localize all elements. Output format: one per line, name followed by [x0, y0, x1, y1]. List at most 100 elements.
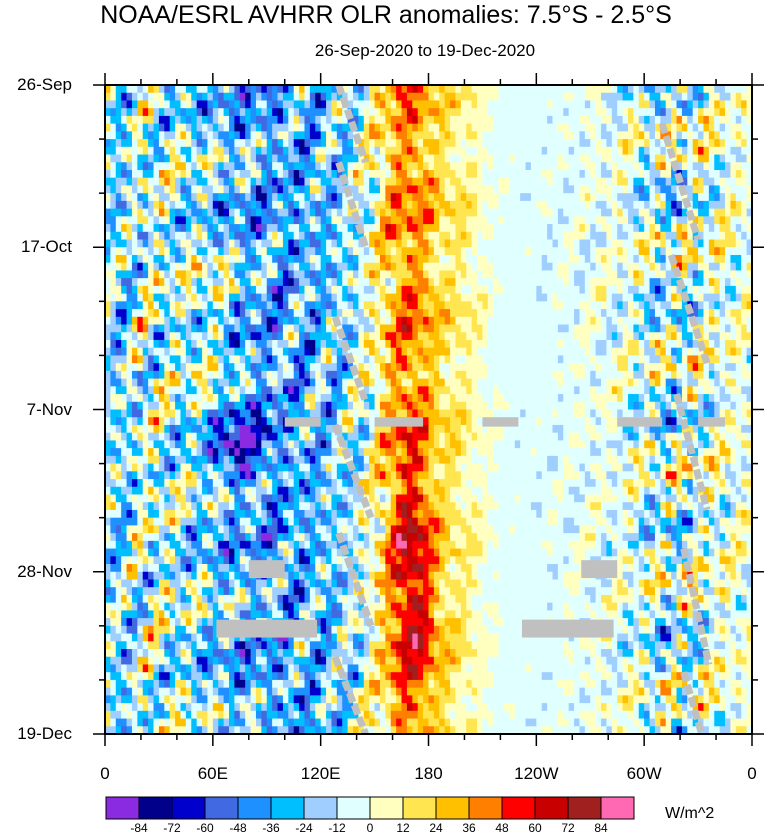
heat-cell [412, 92, 419, 102]
heat-cell [379, 309, 386, 318]
heat-cell [250, 247, 257, 256]
heat-cell [406, 339, 413, 349]
heat-cell [164, 285, 171, 295]
heat-cell [401, 301, 408, 310]
heat-cell [196, 417, 203, 426]
heat-cell [309, 710, 316, 720]
heat-cell [331, 154, 338, 163]
heat-cell [250, 216, 257, 225]
heat-cell [288, 401, 295, 411]
heat-cell [212, 169, 219, 179]
heat-cell [142, 262, 149, 272]
heat-cell [115, 610, 122, 619]
heat-cell [401, 509, 408, 519]
heat-cell [229, 533, 235, 542]
heat-cell [309, 247, 316, 256]
heat-cell [115, 301, 122, 310]
heat-cell [185, 309, 192, 318]
heat-cell [272, 610, 279, 619]
heat-cell [396, 525, 403, 534]
heat-cell [320, 479, 327, 488]
heat-cell [255, 100, 262, 109]
heat-cell [379, 262, 386, 272]
heat-cell [299, 293, 306, 302]
heat-cell [131, 525, 138, 534]
heat-cell [299, 285, 306, 295]
heat-cell [272, 517, 279, 526]
heat-cell [401, 401, 408, 411]
heat-cell [175, 602, 182, 611]
heat-cell [142, 656, 149, 666]
heat-cell [272, 162, 279, 171]
heat-cell [396, 571, 403, 581]
heat-cell [326, 193, 333, 202]
heat-cell [169, 254, 176, 264]
heat-cell [158, 301, 165, 310]
heat-cell [148, 540, 155, 550]
heat-cell [406, 123, 413, 132]
heat-cell [191, 679, 198, 689]
heat-cell [202, 625, 209, 635]
heat-cell [153, 533, 160, 542]
heat-cell [169, 324, 176, 333]
heat-cell [110, 548, 117, 557]
heat-cell [131, 625, 138, 635]
heat-cell [320, 200, 327, 210]
heat-cell [417, 409, 424, 418]
heat-cell [282, 115, 289, 125]
heat-cell [229, 193, 235, 202]
heat-cell [229, 386, 235, 395]
heat-cell [202, 108, 209, 117]
heat-cell [374, 278, 381, 287]
heat-cell [110, 594, 117, 604]
heat-cell [396, 424, 403, 434]
heat-cell [180, 239, 187, 248]
heat-cell [169, 193, 176, 202]
heat-cell [320, 502, 327, 511]
heat-cell [191, 332, 198, 341]
heat-cell [105, 169, 111, 179]
heat-cell [288, 394, 295, 403]
heat-cell [282, 139, 289, 148]
heat-cell [423, 347, 430, 357]
heat-cell [245, 85, 252, 94]
heat-cell [175, 432, 182, 442]
heat-cell [423, 154, 430, 163]
heat-cell [234, 463, 241, 472]
heat-cell [239, 656, 246, 666]
heat-cell [218, 440, 225, 449]
heat-cell [288, 517, 295, 526]
heat-cell [223, 355, 230, 364]
heat-cell [207, 718, 214, 727]
heat-cell [110, 424, 117, 434]
heat-cell [218, 339, 225, 349]
heat-cell [218, 247, 225, 256]
heat-cell [218, 108, 225, 117]
heat-cell [180, 517, 187, 526]
heat-cell [396, 486, 403, 496]
heat-cell [282, 146, 289, 156]
heat-cell [202, 656, 209, 666]
heat-cell [137, 695, 144, 704]
heat-cell [293, 154, 300, 163]
heat-cell [239, 533, 246, 542]
heat-cell [347, 339, 354, 349]
heat-cell [374, 154, 381, 163]
heat-cell [164, 726, 171, 735]
heat-cell [229, 471, 235, 480]
heat-cell [223, 154, 230, 163]
heat-cell [379, 687, 386, 696]
heat-cell [110, 726, 117, 735]
heat-cell [358, 278, 365, 287]
heat-cell [266, 394, 273, 403]
heat-cell [369, 208, 376, 217]
heat-cell [326, 672, 333, 681]
heat-cell [417, 602, 424, 611]
heat-cell [105, 679, 111, 689]
heat-cell [396, 309, 403, 318]
heat-cell [121, 108, 128, 117]
heat-cell [315, 131, 322, 140]
heat-cell [229, 409, 235, 418]
heat-cell [115, 710, 122, 720]
heat-cell [169, 463, 176, 472]
